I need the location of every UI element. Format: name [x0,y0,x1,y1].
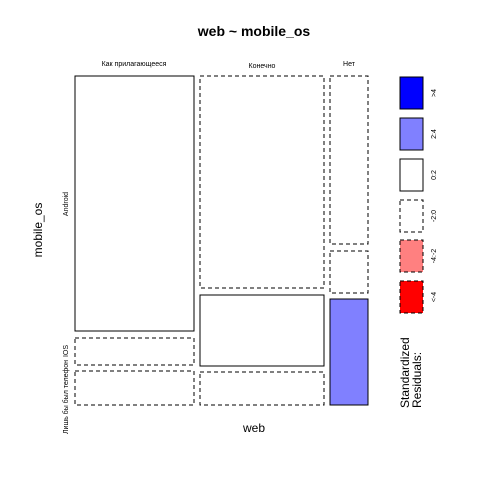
x-category-label: Как прилагающееся [102,61,167,68]
legend-label: 2:4 [431,129,438,139]
mosaic-tile [74,75,195,332]
mosaic-tile [199,75,325,289]
legend-swatch [399,158,424,192]
mosaic-tile [74,370,195,406]
legend-label: <-4 [431,292,438,302]
x-category-label: Нет [343,61,356,68]
y-axis-title: mobile_os [31,203,45,258]
legend: >4 2:4 0:2 -2:0 -4:-2 <-4 [399,76,438,314]
legend-swatch [399,76,424,110]
legend-label: 0:2 [431,170,438,180]
y-category-label: Лишь бы был телефон [62,360,70,434]
mosaic-tiles [74,75,369,406]
mosaic-tile [329,298,369,406]
mosaic-tile [199,371,325,406]
y-category-label: IOS [63,345,70,357]
legend-label: -4:-2 [431,249,438,264]
legend-label: >4 [431,89,438,97]
legend-swatch [399,199,424,233]
legend-label: -2:0 [431,210,438,222]
mosaic-tile [74,337,195,366]
y-category-label: Android [63,192,70,216]
legend-swatch [399,280,424,314]
legend-title-line1: Standardized [398,337,412,408]
mosaic-tile [329,75,369,245]
legend-swatch [399,117,424,151]
legend-title-line2: Residuals: [410,352,424,408]
legend-swatch [399,239,424,273]
x-category-label: Конечно [249,63,276,70]
chart-title: web ~ mobile_os [197,23,311,39]
mosaic-tile [329,250,369,294]
x-axis-title: web [242,421,265,435]
mosaic-tile [199,294,325,367]
